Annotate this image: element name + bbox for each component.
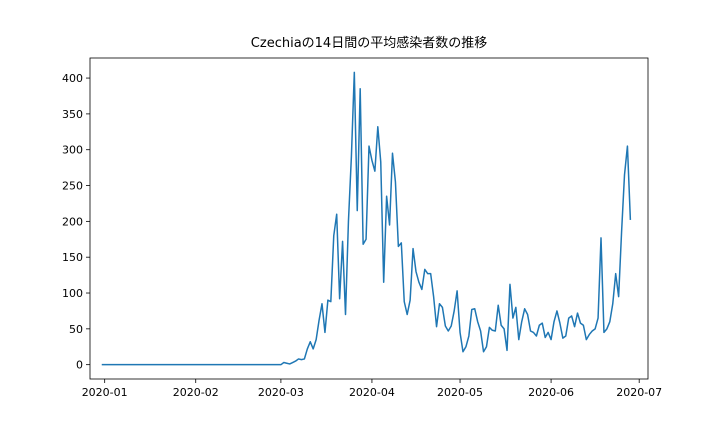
- axes-frame: [89, 57, 649, 380]
- y-tick-label: 0: [76, 359, 83, 372]
- x-tick-label: 2020-07: [616, 386, 662, 399]
- chart-title: Czechiaの14日間の平均感染者数の推移: [251, 35, 487, 51]
- x-tick-label: 2020-02: [173, 386, 219, 399]
- y-tick-label: 400: [62, 72, 83, 85]
- x-tick-label: 2020-03: [258, 386, 304, 399]
- y-tick-label: 200: [62, 215, 83, 228]
- y-tick-label: 300: [62, 144, 83, 157]
- x-tick-label: 2020-04: [349, 386, 395, 399]
- x-tick-label: 2020-05: [437, 386, 483, 399]
- y-tick-label: 250: [62, 180, 83, 193]
- x-tick-label: 2020-06: [528, 386, 574, 399]
- y-tick-label: 100: [62, 287, 83, 300]
- x-tick-label: 2020-01: [82, 386, 128, 399]
- series-line-0: [101, 71, 632, 366]
- y-tick-label: 150: [62, 251, 83, 264]
- plot-area: 2020-01 2020-02 2020-03 2020-04 2020-05 2020-…: [62, 57, 662, 399]
- y-tick-label: 350: [62, 108, 83, 121]
- y-tick-label: 50: [69, 323, 83, 336]
